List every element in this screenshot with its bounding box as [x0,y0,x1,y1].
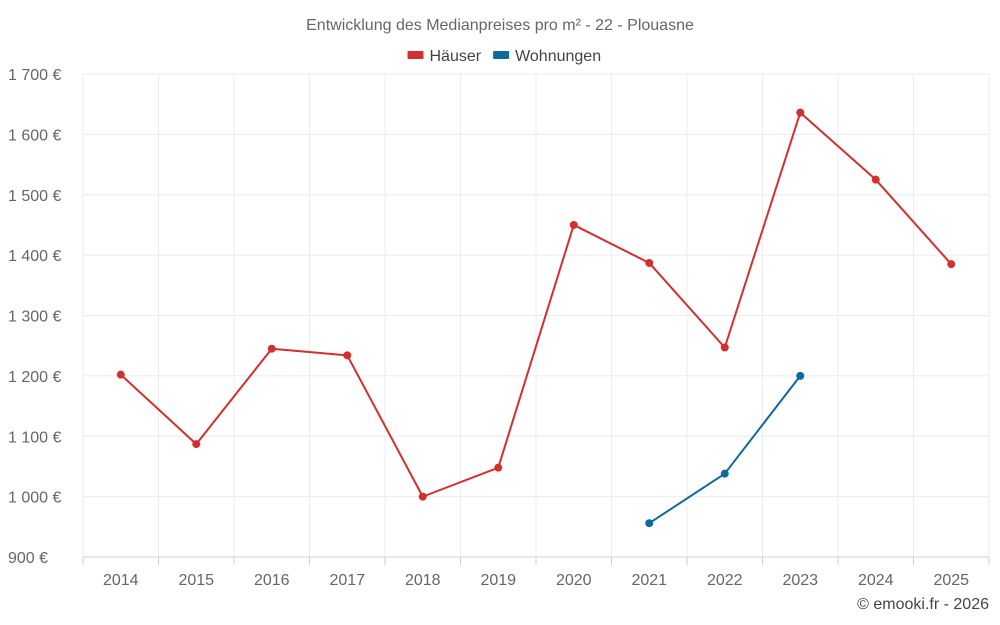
data-point[interactable] [418,492,427,501]
x-axis: 2014 2015 2016 2017 2018 2019 2020 2021 2022 2023… [103,572,969,589]
y-tick-label: 1 700 € [8,67,61,84]
x-tick-label: 2017 [329,572,365,589]
series-line [648,375,802,525]
legend-item-1[interactable]: Wohnungen [493,48,601,65]
y-axis: 900 € 1 000 € 1 100 € 1 200 € 1 300 € 1 400 €… [8,67,61,567]
y-tick-label: 1 600 € [8,127,61,144]
x-tick-label: 2022 [707,572,743,589]
x-tick-label: 2015 [178,572,214,589]
x-tick-label: 2018 [405,572,441,589]
x-tick-label: 2020 [556,572,592,589]
x-tick-label: 2014 [103,572,139,589]
data-point[interactable] [116,370,125,379]
data-point[interactable] [720,469,729,478]
data-point[interactable] [645,519,654,528]
y-tick-label: 1 500 € [8,188,61,205]
x-tick-label: 2024 [858,572,894,589]
series-0 [116,108,956,501]
x-tick-label: 2021 [631,572,667,589]
x-tick-label: 2023 [782,572,818,589]
y-tick-label: 1 200 € [8,369,61,386]
data-point[interactable] [645,258,654,267]
y-tick-label: 1 300 € [8,309,61,326]
data-point[interactable] [796,371,805,380]
data-point[interactable] [494,463,503,472]
legend-swatch [493,51,510,59]
grid [82,73,990,565]
y-tick-label: 1 100 € [8,429,61,446]
legend-label: Häuser [430,48,482,65]
legend-label: Wohnungen [515,48,601,65]
legend: Häuser Wohnungen [407,48,601,65]
data-point[interactable] [267,344,276,353]
credit-text: © emooki.fr - 2026 [857,596,989,613]
x-tick-label: 2025 [933,572,969,589]
data-point[interactable] [192,440,201,449]
y-tick-label: 1 400 € [8,248,61,265]
y-tick-label: 1 000 € [8,490,61,507]
series [116,108,956,528]
data-point[interactable] [720,343,729,352]
data-point[interactable] [796,108,805,117]
series-1 [645,371,805,528]
x-tick-label: 2016 [254,572,290,589]
data-point[interactable] [343,351,352,360]
legend-swatch [407,51,424,59]
chart-title: Entwicklung des Medianpreises pro m² - 2… [306,17,694,34]
series-line [120,111,952,498]
data-point[interactable] [569,220,578,229]
data-point[interactable] [947,260,956,269]
x-tick-label: 2019 [480,572,516,589]
data-point[interactable] [871,175,880,184]
legend-item-0[interactable]: Häuser [407,48,482,65]
y-tick-label: 900 € [8,550,48,567]
